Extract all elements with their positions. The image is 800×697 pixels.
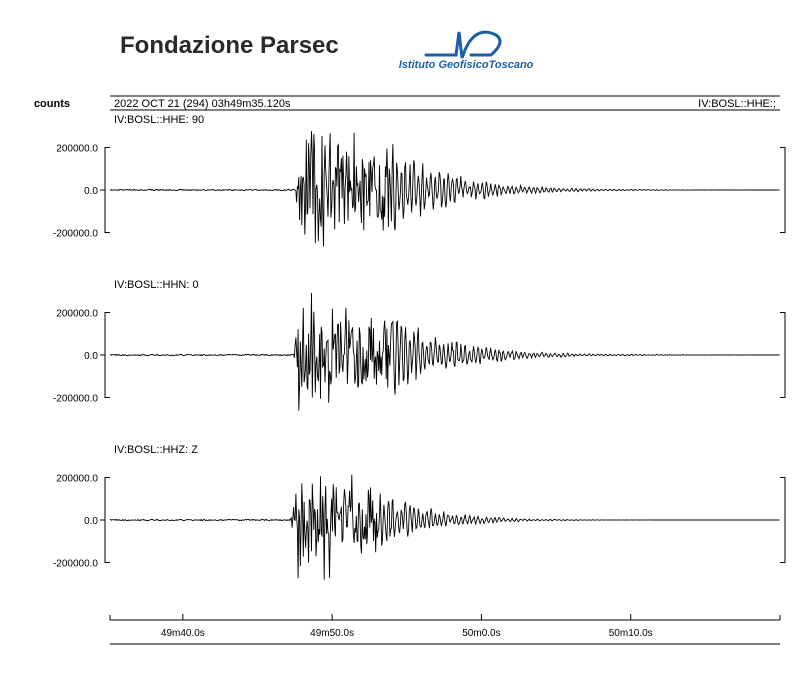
svg-text:-200000.0: -200000.0 xyxy=(53,394,98,405)
svg-text:IV:BOSL::HHZ: Z: IV:BOSL::HHZ: Z xyxy=(114,444,198,456)
svg-text:0.0: 0.0 xyxy=(84,516,98,527)
svg-text:49m50.0s: 49m50.0s xyxy=(310,628,354,639)
logo-icon xyxy=(421,20,511,62)
svg-text:2022 OCT 21 (294) 03h49m35.12: 2022 OCT 21 (294) 03h49m35.120s xyxy=(114,98,291,110)
logo-text: Istituto GeofisicoToscano xyxy=(399,59,534,71)
svg-text:IV:BOSL::HHN: 0: IV:BOSL::HHN: 0 xyxy=(114,279,199,291)
header: Fondazione Parsec Istituto GeofisicoTosc… xyxy=(0,0,800,81)
svg-text:200000.0: 200000.0 xyxy=(56,474,98,485)
svg-text:200000.0: 200000.0 xyxy=(56,144,98,155)
svg-text:50m10.0s: 50m10.0s xyxy=(609,628,653,639)
svg-text:-200000.0: -200000.0 xyxy=(53,559,98,570)
svg-text:0.0: 0.0 xyxy=(84,186,98,197)
svg-text:0.0: 0.0 xyxy=(84,351,98,362)
svg-text:IV:BOSL::HHE: 90: IV:BOSL::HHE: 90 xyxy=(114,114,204,126)
svg-text:counts: counts xyxy=(34,98,70,110)
logo: Istituto GeofisicoToscano xyxy=(399,20,534,71)
svg-text:49m40.0s: 49m40.0s xyxy=(161,628,205,639)
page-title: Fondazione Parsec xyxy=(120,32,339,60)
svg-text:50m0.0s: 50m0.0s xyxy=(462,628,500,639)
svg-text:IV:BOSL::HHE:;: IV:BOSL::HHE:; xyxy=(698,98,776,110)
seismogram-chart: 2022 OCT 21 (294) 03h49m35.120sIV:BOSL::… xyxy=(10,95,790,695)
svg-text:-200000.0: -200000.0 xyxy=(53,229,98,240)
svg-text:200000.0: 200000.0 xyxy=(56,309,98,320)
